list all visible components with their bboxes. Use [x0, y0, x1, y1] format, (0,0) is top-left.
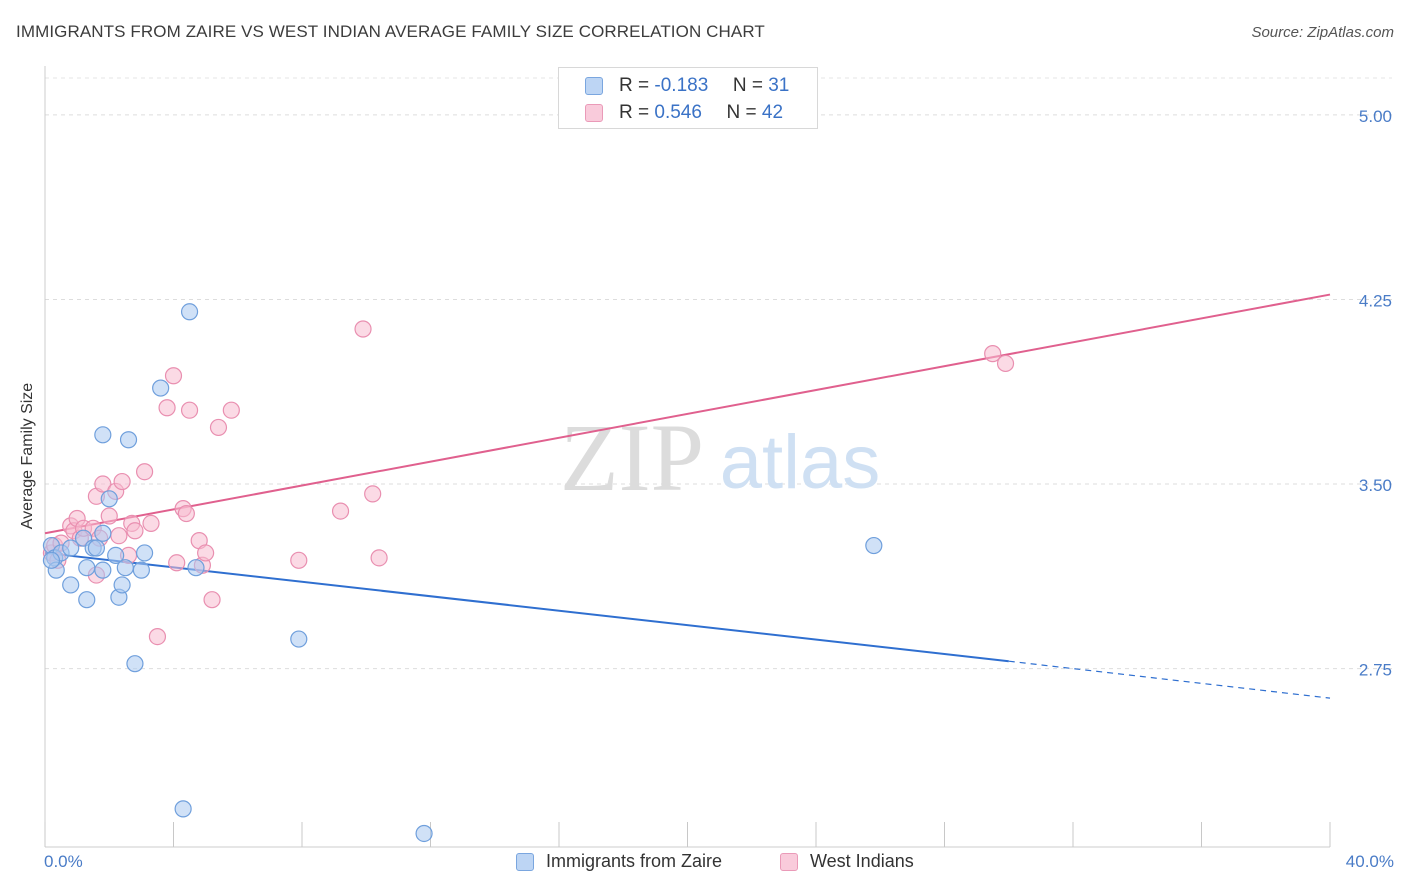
x-tick-label-min: 0.0% [44, 852, 83, 871]
n-key: N = [732, 75, 763, 96]
point-west-indians [370, 549, 388, 567]
point-zaire [87, 539, 106, 557]
point-zaire [107, 546, 125, 564]
point-zaire [94, 426, 112, 444]
y-tick-label: 3.50 [1359, 476, 1392, 495]
point-west-indians [203, 591, 221, 609]
gridlines [45, 77, 1392, 670]
point-zaire [78, 591, 96, 609]
point-zaire [132, 561, 150, 579]
point-zaire [116, 559, 134, 577]
point-zaire [180, 303, 199, 321]
y-tick-label: 5.00 [1359, 107, 1392, 126]
point-west-indians [222, 401, 240, 419]
legend-swatch-pink [585, 104, 603, 122]
point-west-indians [354, 320, 372, 338]
r-key: R = [619, 75, 650, 96]
watermark-atlas: atlas [720, 420, 881, 505]
watermark: ZIP atlas [560, 404, 880, 511]
legend-swatch-west-indians [780, 852, 798, 871]
point-west-indians [158, 399, 176, 417]
legend-row-1: R = -0.183 N = 31 [619, 75, 789, 97]
point-zaire [119, 431, 138, 449]
x-tick-label-max: 40.0% [1345, 852, 1394, 871]
stats-legend: R = -0.183 N = 31 R = 0.546 N = 42 [558, 67, 818, 129]
legend-swatch-zaire [516, 852, 534, 871]
point-west-indians [168, 554, 186, 572]
watermark-zip: ZIP [560, 404, 704, 511]
y-tick-label: 2.75 [1359, 661, 1392, 680]
chart-title: IMMIGRANTS FROM ZAIRE VS WEST INDIAN AVE… [16, 22, 765, 41]
legend-label-west-indians: West Indians [810, 851, 914, 871]
point-zaire [62, 539, 80, 557]
series-legend: Immigrants from Zaire West Indians [0, 851, 1406, 877]
y-tick-label: 4.25 [1359, 291, 1392, 310]
point-zaire [135, 544, 154, 562]
point-zaire [42, 551, 61, 569]
point-west-indians [110, 527, 128, 545]
n-value: 42 [761, 102, 784, 123]
point-zaire [174, 800, 192, 818]
legend-row-2: R = 0.546 N = 42 [619, 102, 783, 124]
point-zaire [187, 559, 205, 577]
point-zaire [126, 655, 144, 673]
legend-swatch-blue [585, 77, 603, 95]
point-west-indians [94, 475, 112, 493]
trend-line-zaire-extrapolated [1008, 660, 1331, 699]
point-west-indians [290, 551, 308, 569]
point-west-indians [164, 367, 183, 385]
point-zaire [100, 490, 118, 508]
point-zaire [415, 824, 433, 843]
point-west-indians [113, 472, 131, 491]
r-value: -0.183 [654, 75, 709, 96]
point-west-indians [180, 401, 199, 419]
point-west-indians [197, 544, 215, 562]
point-west-indians [177, 504, 195, 523]
point-west-indians [209, 418, 228, 437]
point-zaire [94, 561, 112, 579]
point-west-indians [142, 514, 160, 533]
point-west-indians [996, 354, 1015, 373]
legend-label-zaire: Immigrants from Zaire [546, 851, 723, 871]
point-west-indians [331, 502, 350, 520]
point-west-indians [100, 507, 118, 525]
legend-item-zaire: Immigrants from Zaire [516, 851, 722, 872]
point-west-indians [984, 345, 1002, 363]
n-key: N = [726, 102, 757, 123]
r-value: 0.546 [654, 102, 702, 123]
point-zaire [865, 536, 883, 555]
point-west-indians [148, 628, 167, 646]
r-key: R = [619, 102, 650, 123]
n-value: 31 [768, 75, 790, 96]
point-zaire [152, 379, 170, 397]
point-zaire [113, 576, 131, 594]
legend-item-west-indians: West Indians [780, 851, 914, 872]
y-tick-labels: 2.75 3.50 4.25 5.00 [1359, 107, 1392, 680]
point-zaire [94, 524, 112, 542]
point-west-indians [126, 522, 144, 540]
point-west-indians [135, 463, 154, 481]
point-west-indians [364, 485, 382, 503]
point-zaire [62, 576, 80, 594]
point-zaire [78, 559, 96, 577]
trend-line-west-indians [44, 293, 1331, 535]
point-zaire [290, 630, 308, 648]
data-points [42, 303, 1015, 843]
source-credit: Source: ZipAtlas.com [1251, 24, 1394, 41]
